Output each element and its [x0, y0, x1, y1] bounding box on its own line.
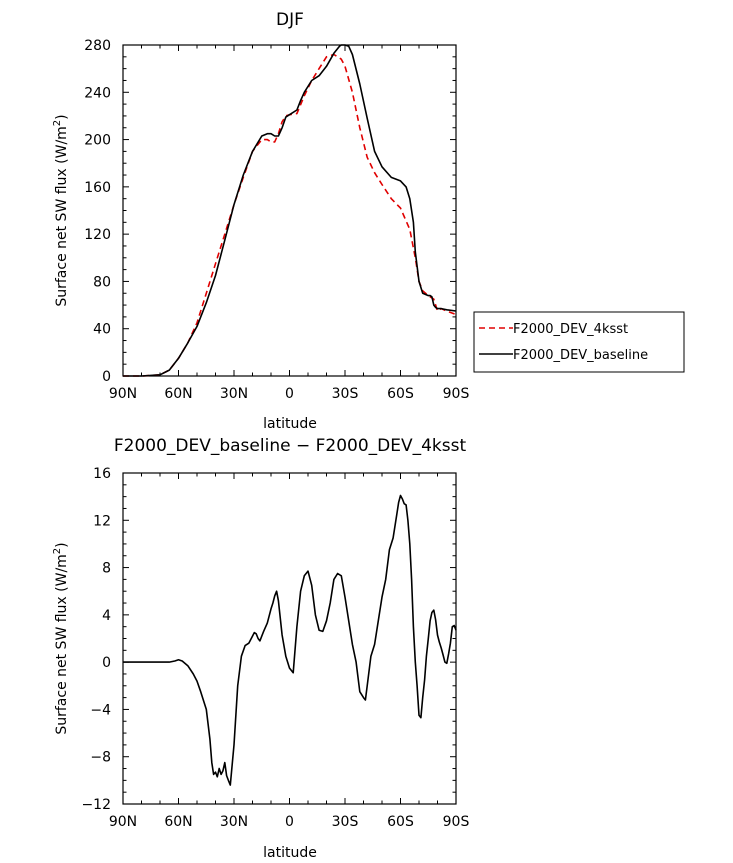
bottom-plot-frame [122, 472, 457, 805]
panel-top: DJF 90N 60N 30N 0 30S 60S 90S 0 40 80 120 160 200 240… [52, 10, 469, 432]
top-ytick-label: 80 [93, 274, 111, 290]
top-series-line-f2000-dev-baseline [123, 44, 457, 377]
top-chart-title: DJF [276, 10, 304, 30]
bottom-chart-title: F2000_DEV_baseline − F2000_DEV_4ksst [114, 436, 467, 456]
top-ytick-label: 200 [84, 133, 111, 149]
bottom-xtick-label: 90N [109, 814, 137, 830]
bottom-ytick-label: 8 [102, 561, 111, 577]
bottom-y-axis-label-close: ) [54, 542, 70, 547]
legend-box [473, 311, 685, 373]
top-ytick-label: 280 [84, 38, 111, 54]
bottom-series [123, 494, 457, 786]
bottom-ytick-label: 16 [93, 466, 111, 482]
bottom-ytick-label: −12 [81, 797, 111, 813]
legend: F2000_DEV_4ksst F2000_DEV_baseline [473, 311, 685, 373]
bottom-ytick-label: 12 [93, 513, 111, 529]
top-xtick-label: 90N [109, 386, 137, 402]
bottom-ytick-label: 0 [102, 655, 111, 671]
top-ytick-label: 120 [84, 227, 111, 243]
bottom-series-line-difference [123, 494, 457, 786]
top-y-axis-label-main: Surface net SW flux (W/m [54, 126, 70, 306]
top-xtick-label: 90S [443, 386, 470, 402]
top-x-axis-label: latitude [263, 416, 317, 432]
bottom-xtick-label: 60N [164, 814, 192, 830]
bottom-ytick-label: −4 [90, 702, 111, 718]
bottom-y-axis-label-sup: 2 [52, 548, 63, 554]
top-ticks: 90N 60N 30N 0 30S 60S 90S 0 40 80 120 160 200 240 280 [84, 38, 469, 402]
bottom-y-axis-label: Surface net SW flux (W/m2) [52, 542, 70, 734]
top-xtick-label: 60S [387, 386, 414, 402]
legend-label-baseline: F2000_DEV_baseline [513, 348, 648, 363]
top-ytick-label: 160 [84, 180, 111, 196]
top-xtick-label: 30S [332, 386, 359, 402]
bottom-xtick-label: 60S [387, 814, 414, 830]
top-ytick-label: 240 [84, 85, 111, 101]
top-y-axis-label-sup: 2 [52, 120, 63, 126]
top-xtick-label: 30N [220, 386, 248, 402]
top-series-line-f2000-dev-4ksst [123, 53, 457, 377]
top-plot-frame [122, 44, 457, 377]
bottom-xtick-label: 90S [443, 814, 470, 830]
top-ytick-label: 0 [102, 369, 111, 385]
bottom-xtick-label: 0 [285, 814, 294, 830]
top-y-axis-label-close: ) [54, 114, 70, 119]
bottom-ticks: 90N 60N 30N 0 30S 60S 90S −12 −8 −4 0 4 8 12 16 [81, 466, 469, 830]
top-y-axis-label: Surface net SW flux (W/m2) [52, 114, 70, 306]
top-xtick-label: 60N [164, 386, 192, 402]
bottom-xtick-label: 30N [220, 814, 248, 830]
bottom-y-axis-label-main: Surface net SW flux (W/m [54, 554, 70, 734]
bottom-x-axis-label: latitude [263, 845, 317, 861]
top-ytick-label: 40 [93, 322, 111, 338]
bottom-xtick-label: 30S [332, 814, 359, 830]
top-xtick-label: 0 [285, 386, 294, 402]
bottom-ytick-label: −8 [90, 750, 111, 766]
top-series [123, 44, 457, 377]
panel-bottom: F2000_DEV_baseline − F2000_DEV_4ksst 90N… [52, 436, 469, 861]
legend-label-4ksst: F2000_DEV_4ksst [513, 322, 628, 337]
bottom-ytick-label: 4 [102, 608, 111, 624]
